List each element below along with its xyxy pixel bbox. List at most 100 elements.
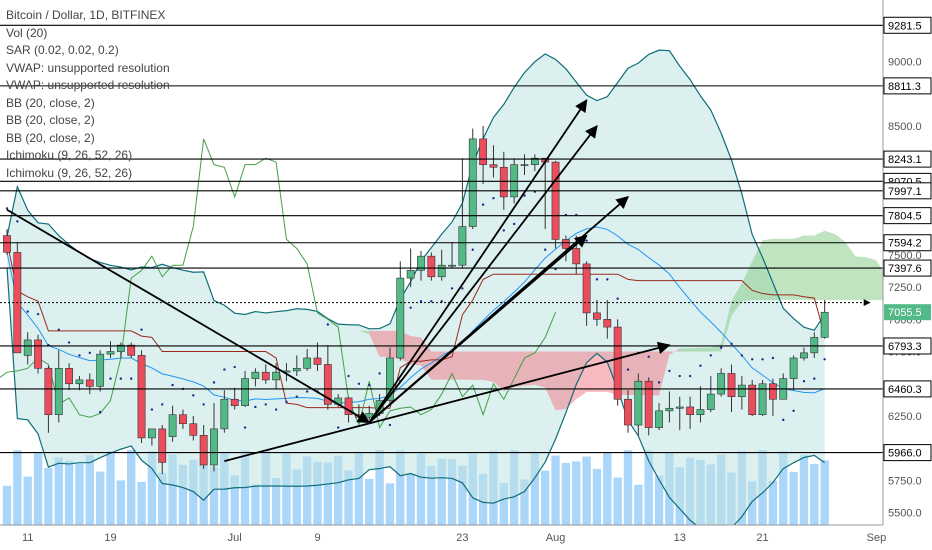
- volume-bar: [95, 471, 105, 525]
- volume-bar: [251, 484, 260, 525]
- cloud-segment: [876, 260, 883, 300]
- candle-body: [417, 255, 425, 271]
- cloud-segment: [555, 351, 566, 411]
- level-price-label: 7397.6: [888, 263, 922, 275]
- volume-bar: [178, 464, 188, 525]
- cloud-segment: [741, 261, 753, 302]
- volume-bar: [810, 464, 819, 525]
- candle-series: [3, 126, 829, 474]
- volume-bar: [541, 470, 550, 525]
- candle-body: [510, 164, 519, 198]
- candle-body: [34, 339, 42, 369]
- volume-bar: [572, 461, 581, 525]
- candle-body: [489, 164, 498, 168]
- cloud-segment: [659, 351, 670, 396]
- candle-body: [386, 357, 394, 401]
- sar-dot: [419, 300, 423, 303]
- sar-dot: [813, 377, 816, 380]
- volume-bar: [820, 460, 829, 525]
- volume-bar: [282, 452, 291, 525]
- sar-dot: [150, 408, 154, 411]
- sar-dot: [119, 377, 123, 380]
- sar-dot: [409, 306, 412, 309]
- sar-dot: [388, 423, 392, 427]
- volume-bar: [189, 459, 198, 525]
- candle-body: [448, 264, 456, 267]
- candle-body: [789, 357, 798, 379]
- volume-bar: [520, 479, 529, 525]
- sar-dot: [450, 287, 454, 290]
- cloud-segment: [669, 348, 680, 355]
- candle-body: [572, 248, 581, 265]
- date-tick-label: 9: [314, 532, 320, 544]
- sar-dot: [823, 358, 826, 361]
- sar-dot: [523, 194, 526, 197]
- sar-dot: [709, 354, 712, 357]
- candle-body: [220, 398, 229, 430]
- candle-body: [23, 339, 32, 356]
- sar-dot: [243, 426, 247, 429]
- sar-dot: [378, 372, 381, 375]
- cloud-segment: [358, 330, 370, 335]
- volume-bar: [768, 480, 778, 525]
- volume-bar: [33, 452, 43, 525]
- sar-dot: [585, 239, 588, 242]
- sar-dot: [606, 278, 609, 281]
- candle-body: [44, 368, 53, 416]
- volume-bar: [54, 457, 63, 525]
- sar-dot: [233, 365, 236, 369]
- sar-dot: [512, 222, 516, 226]
- volume-bar: [354, 451, 364, 525]
- trendline-arrow: [368, 125, 598, 423]
- sar-dot: [285, 400, 288, 404]
- candle-body: [179, 414, 187, 425]
- horizontal-levels: [0, 24, 883, 454]
- volume-bar: [644, 450, 653, 525]
- candle-body: [365, 413, 374, 418]
- candle-body: [603, 319, 612, 328]
- candle-body: [75, 379, 84, 385]
- candle-body: [168, 414, 177, 437]
- sar-dot: [699, 364, 702, 367]
- candle-body: [210, 428, 218, 466]
- level-price-label: 6460.3: [888, 384, 922, 396]
- sar-dot: [544, 248, 547, 251]
- sar-dot: [782, 418, 785, 422]
- cloud-segment: [524, 351, 535, 386]
- price-tick-label: 9000.0: [888, 57, 922, 69]
- volume-bar: [106, 451, 115, 525]
- candle-body: [479, 138, 487, 165]
- price-tick-label: 7250.0: [888, 282, 922, 294]
- level-price-label: 8811.3: [888, 81, 921, 93]
- sar-dot: [88, 351, 92, 355]
- candle-body: [582, 263, 591, 314]
- volume-bar: [603, 452, 612, 525]
- candle-body: [127, 344, 136, 356]
- date-tick-label: 23: [456, 532, 468, 544]
- candle-body: [655, 410, 663, 428]
- volume-bar: [344, 470, 353, 525]
- cloud-segment: [379, 330, 390, 358]
- cloud-segment: [276, 242, 287, 291]
- candle-body: [810, 337, 819, 354]
- volume-bar: [261, 450, 270, 525]
- level-price-tag: [883, 259, 932, 277]
- candle-body: [158, 428, 167, 463]
- candle-body: [686, 406, 694, 416]
- candle-body: [96, 353, 105, 387]
- sar-dot: [109, 377, 112, 380]
- sar-dot: [471, 248, 474, 251]
- level-price-tag: [883, 16, 932, 34]
- volume-bar: [334, 455, 343, 525]
- sar-dot: [719, 346, 723, 349]
- cloud-segment: [752, 240, 763, 300]
- candle-body: [189, 423, 198, 436]
- volume-bar: [85, 455, 94, 525]
- cloud-segment: [462, 351, 473, 380]
- price-tick-label: 7500.0: [888, 250, 922, 262]
- sar-dot: [688, 374, 692, 378]
- sar-dot: [326, 323, 330, 326]
- volume-bar: [396, 450, 405, 525]
- cloud-segment: [731, 283, 742, 317]
